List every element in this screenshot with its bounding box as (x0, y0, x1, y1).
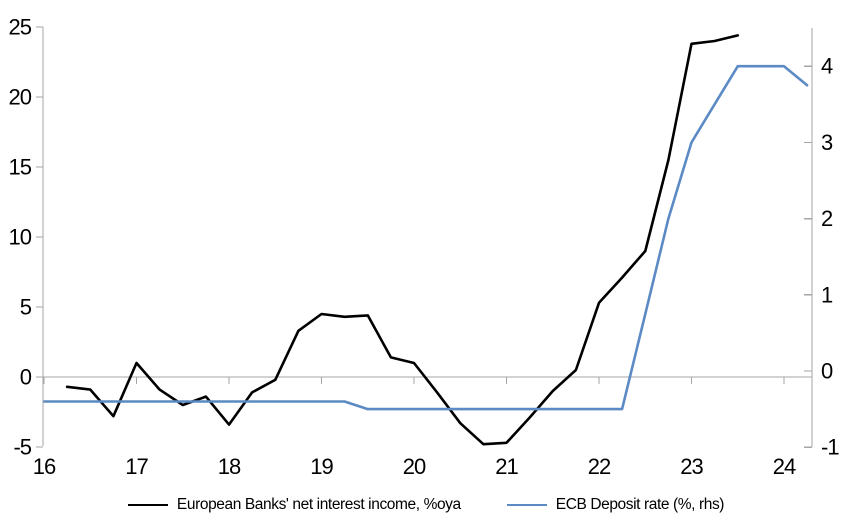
x-axis-label-17: 17 (125, 454, 148, 479)
x-axis-label-22: 22 (588, 454, 611, 479)
series-ecb-line (42, 64, 809, 411)
left-axis-tick-label-25: 25 (9, 15, 32, 40)
legend: European Banks' net interest income, %oy… (0, 493, 852, 517)
x-axis-label-16: 16 (33, 454, 56, 479)
left-axis-tick-label-5: 5 (20, 295, 32, 320)
x-axis-label-20: 20 (403, 454, 426, 479)
right-axis-tick-label-0: 0 (821, 359, 833, 384)
right-axis-tick-label--1: -1 (821, 435, 839, 460)
legend-item-ecb: ECB Deposit rate (%, rhs) (506, 496, 725, 514)
right-axis-tick-label-3: 3 (821, 130, 833, 155)
x-axis-label-21: 21 (495, 454, 518, 479)
x-axis-label-19: 19 (310, 454, 333, 479)
legend-label-nii: European Banks' net interest income, %oy… (176, 496, 461, 513)
left-axis-tick-label-20: 20 (9, 85, 32, 110)
x-axis-labels: 16 17 18 19 20 21 22 23 24 (33, 454, 797, 479)
left-axis-tick-label-15: 15 (9, 155, 32, 180)
left-axis-tick-label-10: 10 (9, 225, 32, 250)
right-axis: -1 0 1 2 3 4 (804, 28, 840, 460)
zero-axis (43, 376, 812, 384)
series-nii-line (65, 34, 740, 446)
x-axis-label-24: 24 (773, 454, 796, 479)
legend-label-ecb: ECB Deposit rate (%, rhs) (555, 496, 725, 513)
series-lines (42, 34, 809, 446)
x-axis-label-23: 23 (680, 454, 703, 479)
left-axis-tick-label--5: -5 (13, 435, 31, 460)
legend-swatch-ecb-line (506, 504, 547, 506)
legend-swatch-nii-line (127, 504, 168, 506)
left-axis-tick-label-0: 0 (20, 365, 32, 390)
left-axis: -5 0 5 10 15 20 25 (9, 15, 44, 460)
right-axis-tick-label-4: 4 (821, 54, 833, 79)
right-axis-tick-label-2: 2 (821, 206, 833, 231)
right-axis-tick-label-1: 1 (821, 282, 833, 307)
legend-item-nii: European Banks' net interest income, %oy… (127, 496, 461, 514)
x-axis-label-18: 18 (218, 454, 241, 479)
